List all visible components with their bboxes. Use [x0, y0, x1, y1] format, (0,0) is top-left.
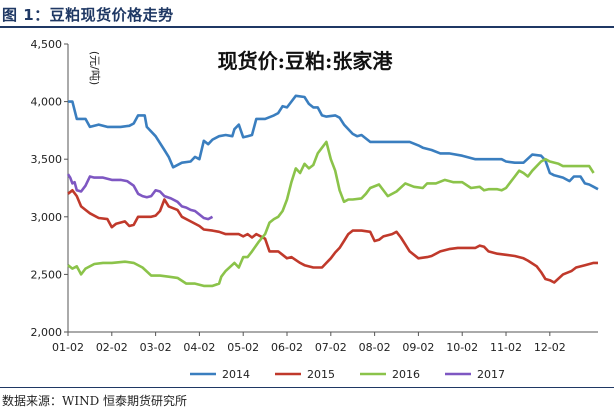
y-tick-label: 4,500 — [31, 38, 63, 51]
x-tick-label: 07-02 — [315, 341, 347, 354]
series-line-2015 — [67, 189, 598, 284]
x-tick-label: 12-02 — [534, 341, 566, 354]
y-tick-label: 3,500 — [31, 153, 63, 166]
x-tick-label: 04-02 — [183, 341, 215, 354]
x-tick-label: 05-02 — [227, 341, 259, 354]
header-rule — [0, 26, 614, 28]
series-line-2014 — [68, 94, 599, 191]
legend-label-2016: 2016 — [392, 368, 420, 381]
source-note: 数据来源：WIND 恒泰期货研究所 — [2, 394, 188, 408]
x-tick-label: 01-02 — [52, 341, 84, 354]
chart-title: 现货价:豆粕:张家港 — [218, 49, 394, 73]
figure-header: 图 1：豆粕现货价格走势 — [0, 0, 614, 30]
series-lines — [66, 94, 599, 288]
y-tick-label: 2,000 — [31, 326, 63, 339]
legend: 2014 2015 2016 2017 — [190, 368, 505, 381]
legend-label-2017: 2017 — [477, 368, 505, 381]
x-tick-label: 10-02 — [446, 341, 478, 354]
axes: 2,000 2,500 3,000 3,500 4,000 4,500 01-02 02-02… — [31, 38, 598, 354]
x-tick-label: 06-02 — [271, 341, 303, 354]
y-tick-label: 3,000 — [31, 211, 63, 224]
footer-rule — [0, 387, 614, 388]
x-tick-label: 11-02 — [490, 341, 522, 354]
legend-label-2015: 2015 — [307, 368, 335, 381]
x-tick-label: 03-02 — [140, 341, 172, 354]
x-tick-label: 09-02 — [402, 341, 434, 354]
x-tick-label: 08-02 — [359, 341, 391, 354]
series-line-2016 — [67, 140, 595, 288]
y-axis-label: (元/吨) — [88, 51, 101, 85]
y-tick-label: 2,500 — [31, 268, 63, 281]
x-tick-label: 02-02 — [96, 341, 128, 354]
legend-label-2014: 2014 — [222, 368, 250, 381]
series-line-2017 — [66, 173, 214, 221]
figure-title: 图 1：豆粕现货价格走势 — [2, 6, 174, 24]
y-tick-label: 4,000 — [31, 96, 63, 109]
